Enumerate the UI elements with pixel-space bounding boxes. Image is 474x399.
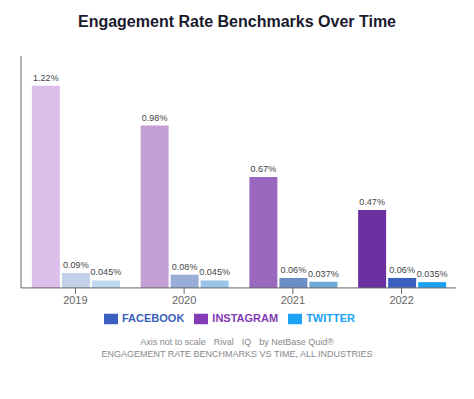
svg-text:2021: 2021 <box>281 294 305 306</box>
html-text:INSTAGRAM: INSTAGRAM <box>212 311 279 324</box>
svg-text:2019: 2019 <box>63 294 87 306</box>
html-text:FACEBOOK: FACEBOOK <box>122 311 185 324</box>
svg-text:0.09%: 0.09% <box>63 260 89 270</box>
svg-text:0.67%: 0.67% <box>251 164 277 174</box>
svg-text:0.98%: 0.98% <box>142 113 168 123</box>
html-text:Rival: Rival <box>213 337 234 347</box>
svg-text:0.06%: 0.06% <box>281 265 307 275</box>
svg-text:0.47%: 0.47% <box>359 197 385 207</box>
html-text:Engagement Rate Benchmarks Ove: Engagement Rate Benchmarks Over Time <box>78 13 396 30</box>
svg-text:2020: 2020 <box>172 294 196 306</box>
html-text:by NetBase Quid®: by NetBase Quid® <box>259 337 334 347</box>
svg-text:0.045%: 0.045% <box>91 267 122 277</box>
svg-text:0.06%: 0.06% <box>389 265 415 275</box>
html-text:ENGAGEMENT RATE BENCHMARKS VS: ENGAGEMENT RATE BENCHMARKS VS TIME, ALL … <box>101 349 373 359</box>
svg-text:0.045%: 0.045% <box>199 267 230 277</box>
svg-text:0.035%: 0.035% <box>417 269 448 279</box>
html-text:TWITTER: TWITTER <box>306 311 355 324</box>
svg-text:0.08%: 0.08% <box>172 262 198 272</box>
svg-text:1.22%: 1.22% <box>33 73 59 83</box>
svg-text:0.037%: 0.037% <box>308 269 339 279</box>
html-text:Axis not to scale: Axis not to scale <box>140 337 206 347</box>
html-text:IQ: IQ <box>241 337 252 347</box>
svg-text:2022: 2022 <box>389 294 413 306</box>
